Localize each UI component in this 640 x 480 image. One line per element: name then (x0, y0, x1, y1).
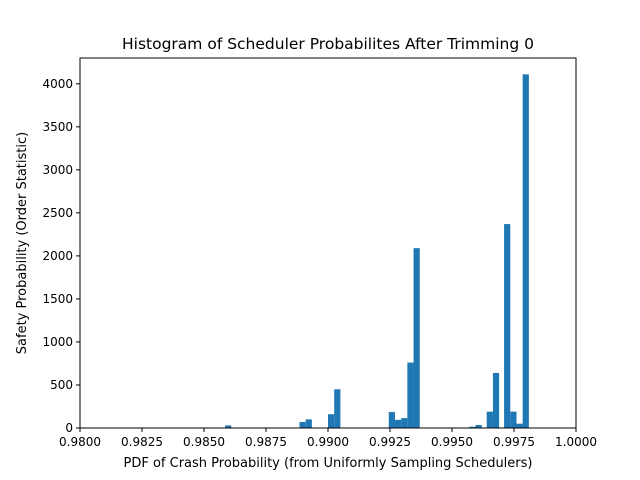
histogram-bar-9 (413, 248, 420, 428)
y-tick-label-0: 0 (65, 421, 73, 435)
y-tick-label-1: 500 (50, 378, 73, 392)
plot-frame (79, 57, 577, 429)
histogram-bar-1 (299, 421, 306, 428)
x-tick-label-1: 0.9825 (121, 435, 163, 449)
y-tick-label-3: 1500 (42, 292, 73, 306)
x-axis-ticks: 0.9800 0.9825 0.9850 0.9875 0.9900 0.9925 0.99… (59, 428, 597, 449)
histogram-bar-5 (388, 412, 395, 428)
histogram-bar-3 (328, 414, 335, 428)
histogram-bar-13 (492, 372, 500, 428)
x-tick-label-7: 0.9975 (493, 435, 535, 449)
histogram-bar-4 (334, 389, 341, 428)
histogram-bar-2 (305, 419, 312, 428)
y-tick-label-5: 2500 (42, 206, 73, 220)
histogram-bar-11 (475, 424, 482, 428)
histogram-bar-8 (407, 362, 414, 428)
histogram-bar-15 (510, 411, 517, 428)
y-tick-label-8: 4000 (42, 77, 73, 91)
histogram-bar-0 (225, 425, 232, 428)
histogram-bar-12 (486, 411, 493, 428)
chart-title: Histogram of Scheduler Probabilites Afte… (122, 35, 534, 53)
x-tick-label-4: 0.9900 (307, 435, 349, 449)
y-axis-ticks: 0 500 1000 1500 2000 2500 3000 3500 4000 (42, 77, 80, 435)
y-tick-label-7: 3500 (42, 120, 73, 134)
histogram-bar-10 (469, 426, 476, 428)
x-tick-label-5: 0.9925 (369, 435, 411, 449)
x-axis-label: PDF of Crash Probability (from Uniformly… (124, 456, 533, 471)
x-tick-label-3: 0.9875 (245, 435, 287, 449)
histogram-bar-6 (394, 419, 402, 428)
y-axis-label: Safety Probability (Order Statistic) (15, 132, 30, 354)
y-tick-label-2: 1000 (42, 335, 73, 349)
bars-group (225, 74, 529, 428)
histogram-bar-14 (504, 224, 511, 428)
histogram-bar-16 (516, 423, 523, 428)
y-tick-label-4: 2000 (42, 249, 73, 263)
histogram-bar-17 (522, 74, 529, 428)
histogram-bar-7 (401, 418, 408, 428)
x-tick-label-8: 1.0000 (555, 435, 597, 449)
y-tick-label-6: 3000 (42, 163, 73, 177)
x-tick-label-6: 0.9950 (431, 435, 473, 449)
x-tick-label-0: 0.9800 (59, 435, 101, 449)
x-tick-label-2: 0.9850 (183, 435, 225, 449)
